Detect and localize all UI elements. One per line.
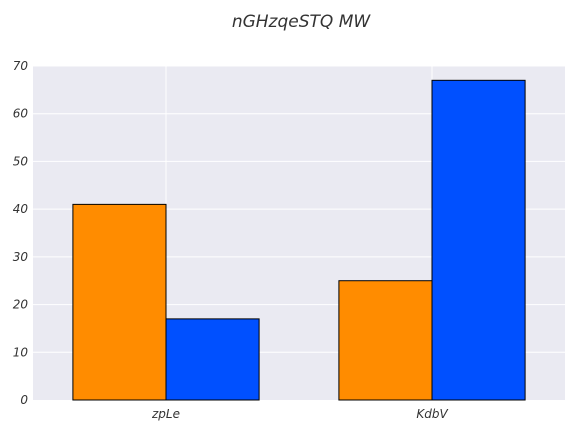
- y-axis-ticks: 0 10 20 30 40 50 60 70: [13, 59, 29, 407]
- y-tick-label: 50: [13, 154, 29, 168]
- bar-series-1-KdbV: [338, 280, 433, 401]
- y-tick-label: 60: [13, 107, 29, 121]
- y-tick-label: 10: [13, 345, 29, 359]
- x-tick-label: zpLe: [151, 407, 180, 421]
- y-tick-label: 70: [13, 59, 29, 73]
- y-tick-label: 20: [13, 298, 29, 312]
- y-tick-label: 0: [20, 393, 28, 407]
- x-tick-label: KdbV: [416, 407, 448, 421]
- bar-series-2-KdbV: [431, 79, 526, 401]
- y-tick-label: 30: [13, 250, 29, 264]
- chart-title: nGHzqeSTQ MW: [232, 12, 372, 32]
- bars: [72, 79, 526, 401]
- bar-series-1-zpLe: [72, 203, 167, 401]
- y-tick-label: 40: [13, 202, 29, 216]
- x-axis-ticks: zpLe KdbV: [151, 407, 448, 421]
- bar-series-2-zpLe: [165, 318, 260, 401]
